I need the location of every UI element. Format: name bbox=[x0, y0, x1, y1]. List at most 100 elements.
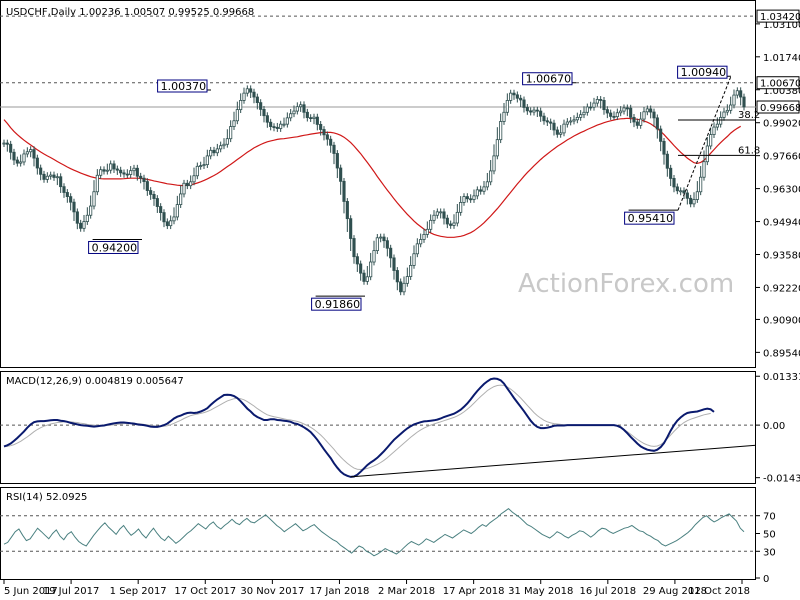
candle bbox=[415, 238, 419, 258]
candle bbox=[369, 252, 373, 281]
candle-body bbox=[159, 206, 163, 213]
candle bbox=[682, 187, 686, 200]
candle bbox=[499, 113, 503, 144]
candle-body bbox=[235, 109, 239, 122]
candle-body bbox=[455, 211, 459, 224]
candle-body bbox=[365, 276, 369, 282]
candle bbox=[419, 233, 423, 248]
candle-body bbox=[2, 142, 6, 145]
candle-body bbox=[42, 173, 46, 180]
candle bbox=[442, 208, 446, 225]
candle bbox=[42, 170, 46, 183]
candle bbox=[599, 96, 603, 109]
candle-body bbox=[352, 238, 356, 258]
macd-line bbox=[3, 377, 715, 478]
candle bbox=[679, 187, 683, 196]
candle-body bbox=[445, 217, 449, 225]
candle bbox=[459, 196, 463, 216]
candle bbox=[275, 122, 279, 132]
candle bbox=[639, 112, 643, 129]
candle-body bbox=[702, 161, 706, 178]
candle-body bbox=[312, 116, 316, 119]
candle-body bbox=[545, 120, 549, 123]
candle-body bbox=[695, 191, 699, 200]
candle bbox=[142, 174, 146, 190]
candle bbox=[425, 221, 429, 238]
candle-body bbox=[189, 181, 193, 187]
x-tick-label: 1 Sep 2017 bbox=[110, 586, 167, 597]
candle bbox=[575, 112, 579, 124]
candle bbox=[152, 191, 156, 206]
candle bbox=[645, 105, 649, 116]
price-level-box bbox=[756, 76, 800, 90]
candle-body bbox=[5, 142, 9, 145]
candle bbox=[249, 85, 253, 98]
candle bbox=[592, 97, 596, 111]
candle bbox=[692, 192, 696, 208]
candle bbox=[395, 267, 399, 291]
candle bbox=[509, 89, 513, 104]
candle-body bbox=[609, 112, 613, 117]
candle-body bbox=[305, 111, 309, 119]
candle-body bbox=[22, 153, 26, 163]
candle-body bbox=[529, 110, 533, 113]
candle bbox=[359, 260, 363, 281]
fib-projection-line bbox=[677, 76, 732, 211]
candle bbox=[565, 118, 569, 128]
rsi-tick-label: 70 bbox=[763, 512, 776, 523]
candle bbox=[62, 183, 66, 198]
candle-body bbox=[645, 108, 649, 113]
x-tick-label: 16 Jul 2018 bbox=[580, 586, 637, 597]
candle-body bbox=[399, 281, 403, 293]
swing-label-box bbox=[157, 79, 208, 93]
candle bbox=[542, 112, 546, 125]
candle-body bbox=[169, 220, 173, 227]
candle bbox=[99, 166, 103, 179]
candle-body bbox=[592, 102, 596, 108]
candle-body bbox=[132, 167, 136, 172]
candle bbox=[205, 149, 209, 169]
candle bbox=[375, 234, 379, 255]
candle bbox=[235, 101, 239, 125]
candle bbox=[252, 88, 256, 104]
candle bbox=[335, 150, 339, 179]
candle-body bbox=[605, 109, 609, 114]
candle-body bbox=[335, 153, 339, 169]
candle-body bbox=[395, 270, 399, 283]
candle-body bbox=[389, 247, 393, 259]
candle bbox=[732, 89, 736, 109]
candle-body bbox=[69, 196, 73, 203]
candle-body bbox=[229, 126, 233, 140]
candle-body bbox=[405, 276, 409, 284]
price-tick-label: 0.89540 bbox=[763, 348, 800, 359]
candle bbox=[652, 108, 656, 127]
candle bbox=[495, 127, 499, 160]
candle-body bbox=[239, 100, 243, 111]
candle-body bbox=[95, 174, 99, 193]
candle-body bbox=[515, 94, 519, 99]
candle bbox=[649, 105, 653, 119]
candle bbox=[279, 120, 283, 132]
candle bbox=[282, 117, 286, 128]
candle bbox=[675, 183, 679, 195]
candle bbox=[629, 104, 633, 124]
candle-body bbox=[385, 240, 389, 249]
candle bbox=[525, 104, 529, 115]
candle bbox=[709, 127, 713, 150]
candle-body bbox=[122, 172, 126, 175]
price-level-label: 1.00670 bbox=[760, 79, 800, 90]
candle-body bbox=[372, 250, 376, 263]
candle bbox=[199, 161, 203, 170]
candle bbox=[412, 245, 416, 269]
candle-body bbox=[195, 165, 199, 177]
candle bbox=[325, 131, 329, 146]
candle bbox=[159, 203, 163, 221]
candle bbox=[729, 96, 733, 114]
candle bbox=[422, 228, 426, 243]
candle bbox=[212, 146, 216, 157]
candle bbox=[229, 120, 233, 143]
candle-body bbox=[649, 108, 653, 113]
